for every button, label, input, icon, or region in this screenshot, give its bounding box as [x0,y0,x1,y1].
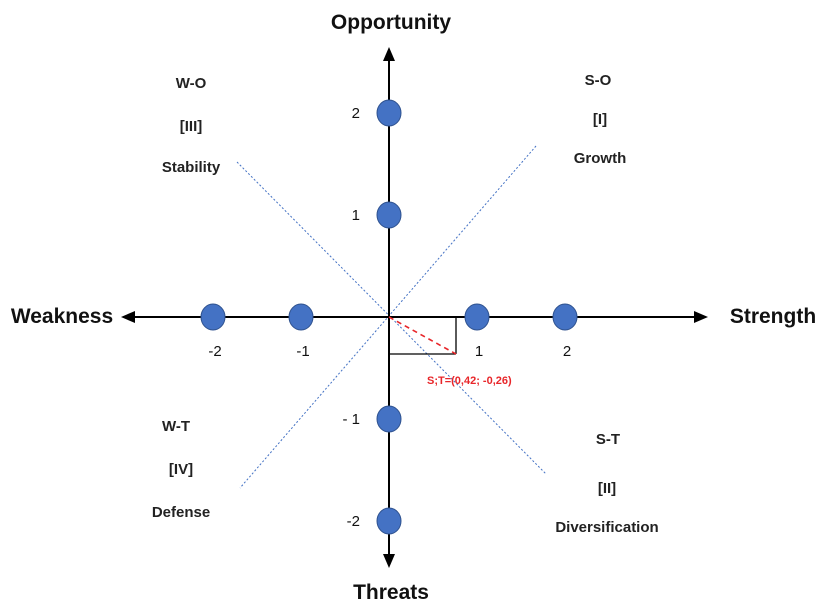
result-point-label: S;T=(0,42; -0,26) [427,375,512,387]
tick-layer: -2 -1 1 2 2 1 - 1 -2 [200,99,578,535]
quadrant-st-roman: [II] [598,480,616,497]
diagonal-line-wo-st [236,161,547,475]
quadrant-st-name: Diversification [555,519,658,536]
y-tick-label: 2 [352,105,360,122]
x-axis-arrow-left [121,311,135,323]
axis-title-left: Weakness [11,305,113,328]
quadrant-wt-name: Defense [152,504,210,521]
diagonal-line-so-wt [239,145,537,489]
quadrant-wo-roman: [III] [180,118,203,135]
y-tick-label: -2 [347,513,360,530]
x-axis-arrow-right [694,311,708,323]
y-tick-marker [376,405,402,433]
quadrant-so-code: S-O [585,72,612,89]
quadrant-wt-code: W-T [162,418,190,435]
x-tick-label: 1 [475,343,483,360]
y-tick-marker [376,201,402,229]
x-tick-label: -2 [208,343,221,360]
result-vector [388,316,457,355]
axis-title-bottom: Threats [353,581,429,604]
quadrant-st-code: S-T [596,431,620,448]
quadrant-wt-roman: [IV] [169,461,193,478]
y-tick-marker [376,507,402,535]
y-tick-label: 1 [352,207,360,224]
x-tick-marker [200,303,226,331]
x-tick-marker [552,303,578,331]
quadrant-so-roman: [I] [593,111,607,128]
quadrant-wo-name: Stability [162,159,221,176]
quadrant-wo-code: W-O [176,75,207,92]
y-axis-arrow-down [383,554,395,568]
y-tick-label: - 1 [342,411,360,428]
y-tick-marker [376,99,402,127]
quadrant-so-name: Growth [574,150,627,167]
x-tick-label: -1 [296,343,309,360]
axis-title-right: Strength [730,305,816,328]
axis-title-top: Opportunity [331,11,451,34]
y-axis-arrow-up [383,47,395,61]
x-tick-marker [464,303,490,331]
x-tick-label: 2 [563,343,571,360]
x-tick-marker [288,303,314,331]
